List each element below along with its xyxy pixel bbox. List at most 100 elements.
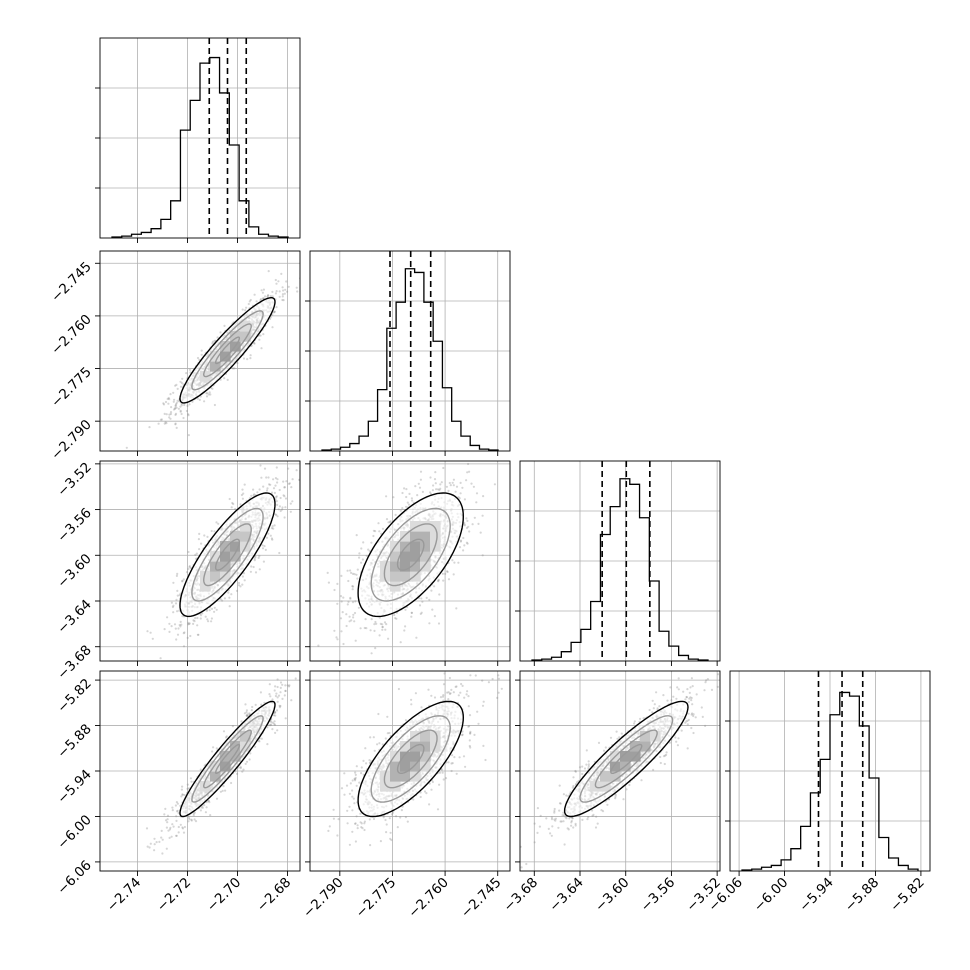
- sample-point: [256, 491, 259, 494]
- sample-point: [419, 470, 423, 473]
- sample-point: [224, 789, 227, 792]
- sample-point: [310, 664, 312, 666]
- sample-point: [354, 639, 357, 642]
- sample-point: [194, 557, 198, 560]
- sample-point: [367, 548, 370, 551]
- sample-point: [249, 357, 252, 360]
- sample-point: [459, 481, 462, 484]
- sample-point: [207, 620, 210, 623]
- contour-line: [357, 492, 465, 618]
- sample-point: [166, 397, 169, 401]
- sample-point: [210, 529, 213, 533]
- sample-point: [418, 486, 422, 489]
- sample-point: [175, 574, 178, 578]
- sample-point: [277, 280, 280, 283]
- sample-point: [242, 572, 246, 575]
- sample-point: [370, 541, 373, 544]
- sample-point: [372, 534, 375, 538]
- sample-point: [428, 622, 431, 625]
- sample-point: [273, 524, 276, 527]
- sample-point: [345, 613, 348, 616]
- sample-point: [461, 486, 464, 489]
- sample-point: [272, 527, 275, 530]
- sample-point: [295, 469, 298, 472]
- sample-point: [434, 482, 437, 485]
- sample-point: [446, 570, 449, 573]
- sample-point: [212, 746, 215, 749]
- sample-point: [302, 470, 304, 472]
- sample-point: [416, 494, 419, 497]
- sample-point: [283, 486, 286, 489]
- sample-point: [148, 426, 151, 429]
- sample-point: [317, 644, 320, 647]
- sample-point: [285, 480, 288, 483]
- sample-point: [269, 695, 272, 698]
- sample-point: [266, 295, 269, 298]
- sample-point: [442, 466, 445, 470]
- sample-point: [210, 620, 213, 623]
- sample-point: [274, 731, 277, 735]
- sample-point: [465, 517, 468, 520]
- sample-point: [219, 331, 222, 334]
- sample-point: [437, 578, 440, 582]
- sample-point: [175, 598, 178, 602]
- sample-point: [172, 391, 175, 394]
- sample-point: [173, 623, 177, 626]
- sample-point: [459, 539, 463, 542]
- sample-point: [370, 652, 373, 655]
- sample-point: [441, 572, 444, 575]
- histogram-panel-3: −6.06 −6.00 −5.94 −5.88 −5.82: [705, 670, 931, 915]
- sample-point: [176, 589, 179, 593]
- sample-point: [284, 288, 287, 291]
- sample-point: [261, 297, 265, 300]
- sample-point: [405, 488, 408, 491]
- sample-point: [381, 626, 384, 629]
- sample-point: [281, 286, 284, 289]
- sample-point: [276, 503, 279, 506]
- sample-point: [455, 485, 459, 488]
- sample-point: [258, 568, 261, 571]
- sample-point: [172, 400, 175, 403]
- sample-point: [192, 622, 195, 626]
- sample-point: [163, 412, 166, 415]
- sample-point: [160, 418, 163, 421]
- sample-point: [176, 610, 179, 613]
- sample-point: [236, 362, 239, 365]
- sample-point: [326, 571, 329, 575]
- sample-point: [410, 615, 413, 618]
- sample-point: [180, 795, 183, 798]
- sample-point: [175, 815, 178, 818]
- sample-point: [203, 534, 206, 537]
- sample-point: [245, 306, 248, 309]
- sample-point: [175, 406, 178, 409]
- sample-point: [231, 725, 234, 728]
- sample-point: [228, 596, 231, 599]
- sample-point: [201, 612, 204, 615]
- sample-point: [266, 726, 269, 729]
- sample-point: [173, 407, 177, 410]
- sample-point: [254, 555, 257, 559]
- sample-point: [270, 720, 273, 724]
- sample-point: [250, 494, 253, 497]
- sample-point: [248, 758, 251, 761]
- sample-point: [261, 547, 265, 550]
- sample-point: [373, 629, 376, 633]
- sample-point: [352, 613, 355, 616]
- sample-point: [290, 699, 293, 702]
- sample-point: [166, 616, 169, 619]
- sample-point: [176, 387, 179, 390]
- sample-point: [175, 801, 178, 804]
- sample-point: [271, 538, 274, 541]
- sample-point: [187, 622, 191, 626]
- sample-point: [282, 299, 285, 302]
- sample-point: [215, 608, 218, 611]
- sample-point: [260, 289, 263, 292]
- sample-point: [358, 556, 361, 559]
- sample-point: [217, 522, 220, 525]
- sample-point: [408, 492, 411, 495]
- sample-point: [290, 486, 293, 489]
- sample-point: [263, 701, 266, 704]
- y-tick-label: −2.760: [48, 311, 95, 358]
- sample-point: [161, 852, 164, 855]
- sample-point: [419, 612, 422, 616]
